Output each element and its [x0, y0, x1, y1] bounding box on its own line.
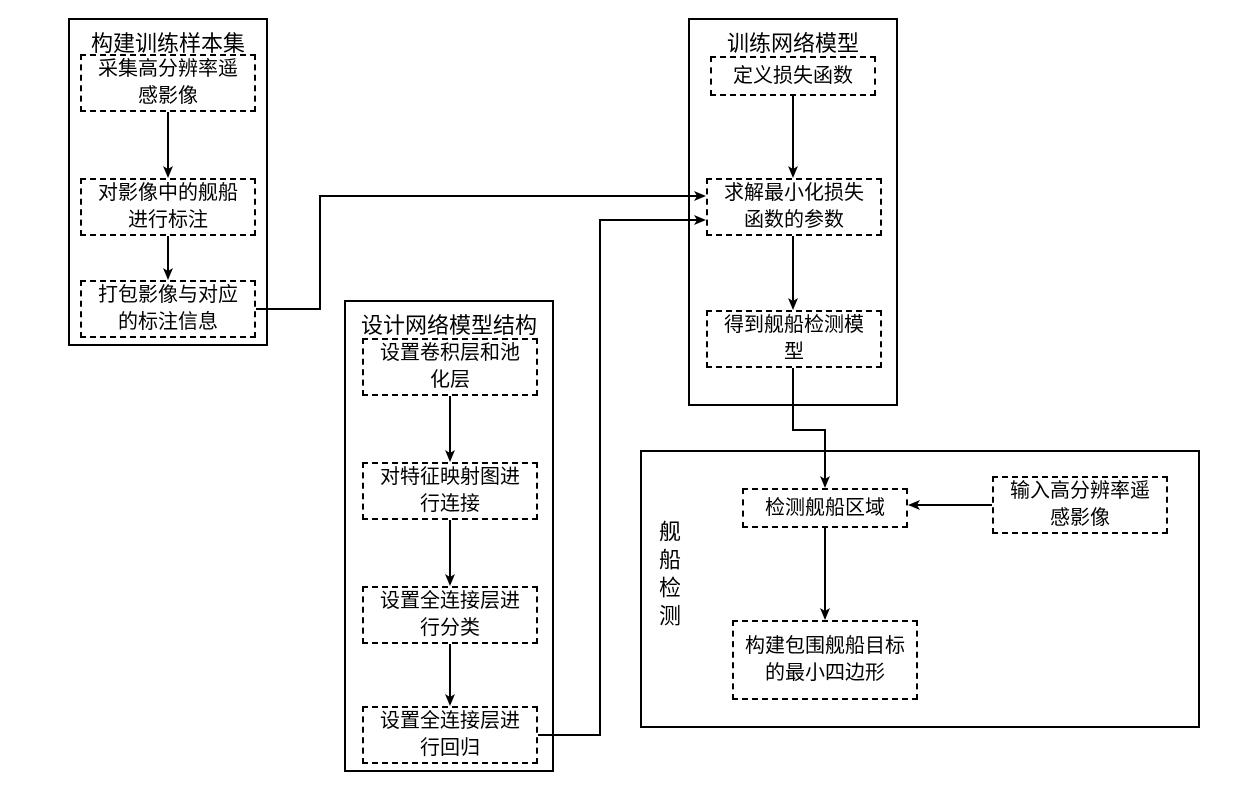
- node-a3: 打包影像与对应的标注信息: [80, 280, 256, 338]
- node-a1: 采集高分辨率遥感影像: [80, 54, 256, 112]
- node-d1: 检测舰船区域: [742, 488, 908, 528]
- node-d2: 输入高分辨率遥感影像: [992, 476, 1168, 534]
- node-c1: 定义损失函数: [710, 56, 876, 96]
- node-a2: 对影像中的舰船进行标注: [80, 178, 256, 236]
- node-b4: 设置全连接层进行回归: [362, 706, 538, 764]
- node-b2: 对特征映射图进行连接: [362, 462, 538, 520]
- title-ship-detect-vertical: 舰船检测: [652, 520, 684, 632]
- node-c3: 得到舰船检测模型: [706, 310, 882, 368]
- node-b1: 设置卷积层和池化层: [362, 338, 538, 396]
- node-c2: 求解最小化损失函数的参数: [706, 178, 882, 236]
- node-d3: 构建包围舰船目标的最小四边形: [732, 620, 918, 700]
- node-b3: 设置全连接层进行分类: [362, 586, 538, 644]
